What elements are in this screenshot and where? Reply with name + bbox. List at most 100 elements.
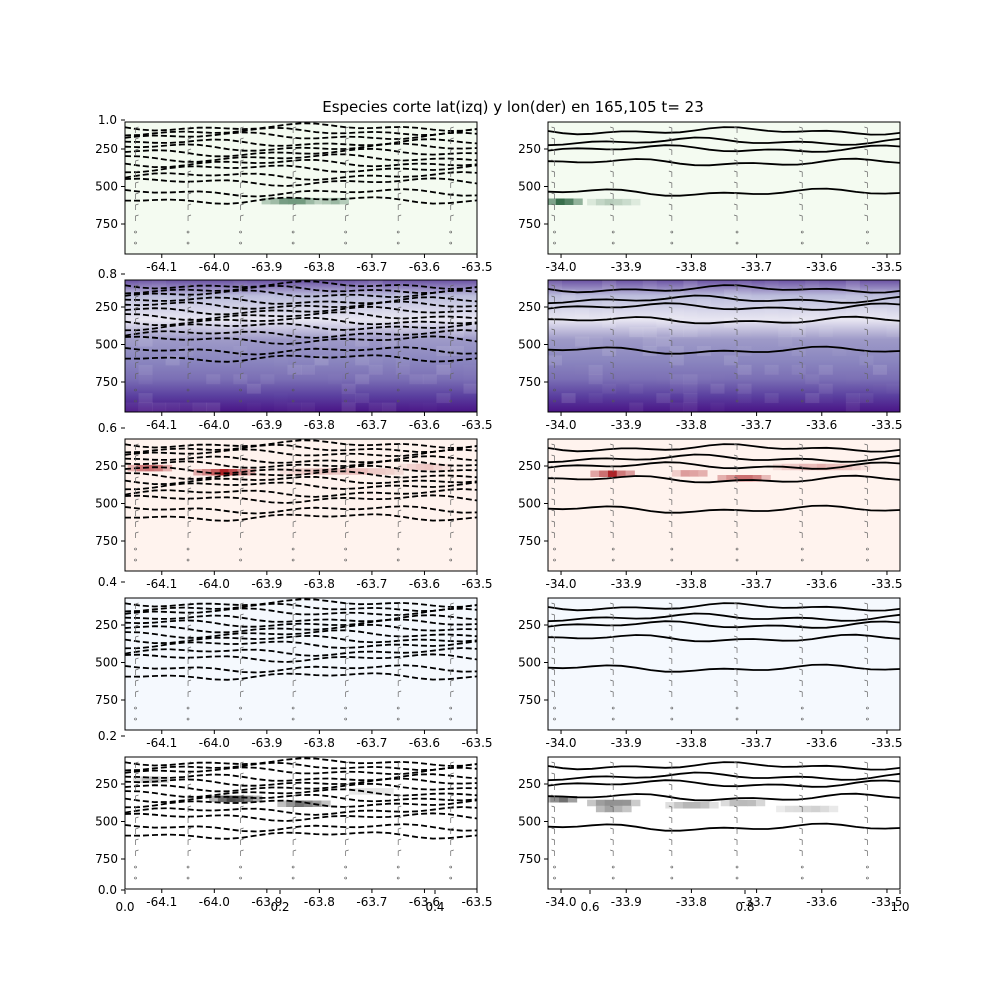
x-tick-label: -33.7 bbox=[741, 736, 772, 750]
heatmap-cell bbox=[587, 800, 596, 807]
x-tick-label: -63.7 bbox=[356, 260, 387, 274]
heatmap-cell bbox=[631, 199, 640, 206]
x-tick-label: -33.6 bbox=[806, 736, 837, 750]
heatmap-cell bbox=[616, 393, 630, 403]
heatmap-cell bbox=[622, 806, 631, 813]
heatmap-cell bbox=[575, 365, 589, 375]
x-tick-label: -33.8 bbox=[676, 736, 707, 750]
x-tick-label: -33.9 bbox=[611, 895, 642, 909]
x-tick-label: -63.7 bbox=[356, 895, 387, 909]
y-tick-label: 750 bbox=[95, 217, 118, 231]
heatmap-cell bbox=[674, 802, 683, 809]
heatmap-cell bbox=[463, 374, 477, 384]
heatmap-cell bbox=[614, 800, 623, 807]
x-tick-label: -34.0 bbox=[546, 736, 577, 750]
heatmap-cell bbox=[765, 365, 779, 375]
y-tick-label: 500 bbox=[95, 815, 118, 829]
heatmap-cell bbox=[721, 800, 730, 807]
heatmap-cell bbox=[859, 355, 873, 365]
heatmap-cell bbox=[139, 374, 153, 384]
x-tick-label: -33.6 bbox=[806, 895, 837, 909]
heatmap-cell bbox=[206, 374, 220, 384]
heatmap-cell bbox=[125, 403, 139, 413]
heatmap-cell bbox=[886, 327, 900, 337]
heatmap-cell bbox=[206, 327, 220, 337]
x-tick-label: -63.5 bbox=[461, 736, 492, 750]
x-tick-label: -64.1 bbox=[146, 260, 177, 274]
heatmap-cell bbox=[616, 374, 630, 384]
overlay-x-tick-label: 0.6 bbox=[580, 900, 599, 914]
heatmap-cell bbox=[220, 355, 234, 365]
heatmap-cell bbox=[738, 800, 747, 807]
heatmap-cell bbox=[548, 355, 562, 365]
x-tick-label: -63.8 bbox=[304, 577, 335, 591]
heatmap-cell bbox=[247, 384, 261, 394]
heatmap-cell bbox=[631, 800, 640, 807]
y-tick-label: 750 bbox=[95, 852, 118, 866]
x-tick-label: -64.1 bbox=[146, 895, 177, 909]
heatmap-cell bbox=[738, 289, 752, 299]
overlay-y-tick-label: 0.0 bbox=[98, 883, 117, 897]
heatmap-cell bbox=[596, 800, 605, 807]
heatmap-cell bbox=[342, 403, 356, 413]
heatmap-cell bbox=[342, 384, 356, 394]
x-tick-label: -64.1 bbox=[146, 577, 177, 591]
y-tick-label: 250 bbox=[518, 618, 541, 632]
heatmap-cell bbox=[369, 318, 383, 328]
heatmap-cell bbox=[538, 199, 547, 206]
panel-lon-1: -34.0 -33.9 -33.8 -33.7 -33.6 -33.5250500750 bbox=[518, 122, 902, 274]
x-tick-label: -33.6 bbox=[806, 260, 837, 274]
heatmap-cell bbox=[701, 802, 710, 809]
x-tick-label: -33.5 bbox=[871, 577, 902, 591]
heatmap-cell bbox=[665, 802, 674, 809]
heatmap-cell bbox=[683, 327, 697, 337]
heatmap-cell bbox=[681, 470, 690, 477]
heatmap-cell bbox=[873, 308, 887, 318]
panel-plot-area bbox=[125, 280, 478, 413]
x-tick-label: -63.9 bbox=[251, 736, 282, 750]
x-tick-label: -63.6 bbox=[409, 260, 440, 274]
heatmap-cell bbox=[301, 365, 315, 375]
panel-lat-2: -64.1 -64.0 -63.9 -63.8 -63.7 -63.6 -63.5 250 50… bbox=[95, 280, 492, 432]
heatmap-cell bbox=[587, 199, 596, 206]
heatmap-cell bbox=[596, 199, 605, 206]
x-tick-label: -63.8 bbox=[304, 895, 335, 909]
heatmap-cell bbox=[683, 403, 697, 413]
y-tick-label: 750 bbox=[518, 217, 541, 231]
y-tick-label: 750 bbox=[518, 852, 541, 866]
y-tick-label: 750 bbox=[95, 693, 118, 707]
heatmap-cell bbox=[698, 470, 707, 477]
heatmap-cell bbox=[463, 365, 477, 375]
y-tick-label: 250 bbox=[518, 777, 541, 791]
heatmap-cell bbox=[656, 337, 670, 347]
heatmap-cell bbox=[805, 374, 819, 384]
overlay-x-tick-label: 1.0 bbox=[890, 900, 909, 914]
x-tick-label: -33.9 bbox=[611, 736, 642, 750]
heatmap-cell bbox=[683, 393, 697, 403]
heatmap-cell bbox=[756, 800, 765, 807]
heatmap-cell bbox=[656, 374, 670, 384]
heatmap-cell bbox=[738, 374, 752, 384]
x-tick-label: -63.9 bbox=[251, 260, 282, 274]
heatmap-cell bbox=[590, 471, 599, 478]
heatmap-cell bbox=[629, 403, 643, 413]
y-tick-label: 500 bbox=[95, 180, 118, 194]
x-tick-label: -33.8 bbox=[676, 418, 707, 432]
heatmap-cell bbox=[386, 468, 395, 475]
y-tick-label: 250 bbox=[95, 459, 118, 473]
panel-plot-area bbox=[548, 439, 900, 571]
heatmap-cell bbox=[179, 346, 193, 356]
overlay-x-tick-label: 0.0 bbox=[115, 900, 134, 914]
panel-plot-area bbox=[125, 757, 477, 889]
heatmap-cell bbox=[450, 327, 464, 337]
heatmap-cell bbox=[689, 470, 698, 477]
heatmap-cell bbox=[614, 199, 623, 206]
heatmap-cell bbox=[355, 393, 369, 403]
heatmap-cell bbox=[629, 384, 643, 394]
heatmap-cell bbox=[416, 464, 425, 471]
heatmap-cell bbox=[811, 806, 820, 813]
heatmap-cell bbox=[589, 365, 603, 375]
y-tick-label: 500 bbox=[518, 497, 541, 511]
x-tick-label: -64.0 bbox=[199, 736, 230, 750]
heatmap-cell bbox=[738, 384, 752, 394]
